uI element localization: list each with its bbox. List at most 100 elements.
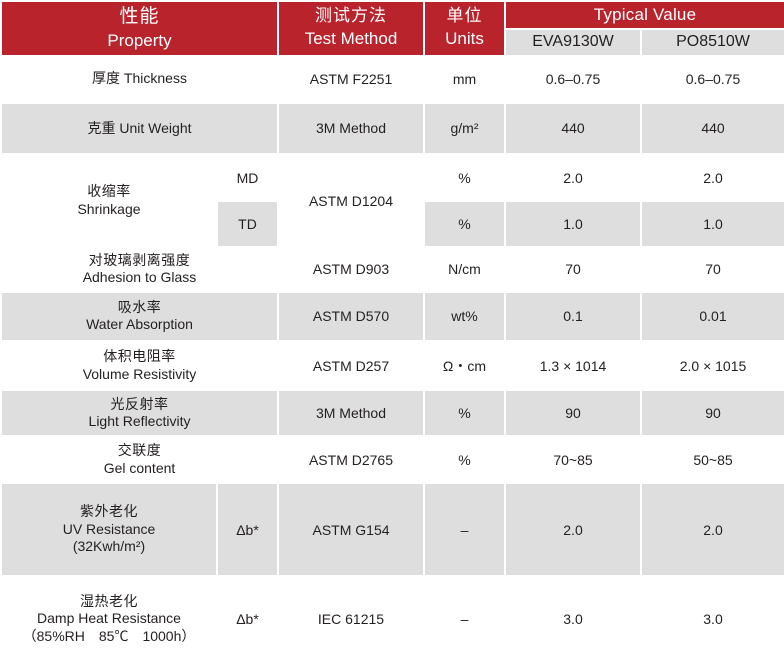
row-property-thickness: 厚度 Thickness: [0, 54, 279, 104]
row-method: ASTM D903: [277, 245, 425, 293]
row-property-uv-resistance: 紫外老化 UV Resistance (32Kwh/m²): [0, 482, 218, 578]
row-property-light-reflectivity: 光反射率 Light Reflectivity: [0, 389, 279, 438]
row-method: 3M Method: [277, 389, 425, 438]
row-unit: %: [423, 389, 506, 438]
property-cn: 体积电阻率: [103, 348, 176, 365]
row-property-unit-weight: 克重 Unit Weight: [0, 101, 279, 156]
row-property-damp-heat-resistance: 湿热老化 Damp Heat Resistance （85%RH 85℃ 100…: [0, 575, 218, 663]
row-method: ASTM F2251: [277, 54, 425, 104]
row-value-po: 2.0: [639, 482, 784, 578]
row-value-po: 90: [639, 389, 784, 438]
property-en: Damp Heat Resistance: [37, 610, 181, 627]
row-direction-td: TD: [216, 200, 279, 248]
row-method: IEC 61215: [277, 575, 425, 663]
table-row: 湿热老化 Damp Heat Resistance （85%RH 85℃ 100…: [0, 575, 784, 663]
row-value-eva: 1.0: [504, 200, 642, 248]
header-units-cn: 单位: [446, 6, 483, 26]
row-value-eva: 70: [504, 245, 642, 293]
row-value-eva: 1.3 × 1014: [504, 340, 642, 392]
row-method: 3M Method: [277, 101, 425, 156]
property-note: (32Kwh/m²): [72, 538, 146, 555]
header-column-eva9130w: EVA9130W: [504, 28, 642, 57]
row-value-po: 3.0: [639, 575, 784, 663]
row-value-eva: 3.0: [504, 575, 642, 663]
row-direction-delta-b: Δb*: [216, 575, 279, 663]
property-en: Water Absorption: [86, 316, 193, 333]
header-test-method-en: Test Method: [304, 29, 398, 49]
header-test-method-cn: 测试方法: [315, 6, 387, 26]
row-value-po: 70: [639, 245, 784, 293]
row-value-po: 2.0: [639, 153, 784, 203]
row-method: ASTM D1204: [277, 153, 425, 248]
property-en: UV Resistance: [62, 520, 156, 537]
row-value-eva: 70~85: [504, 435, 642, 485]
header-units-en: Units: [445, 29, 484, 49]
row-unit: –: [423, 482, 506, 578]
table-row: 体积电阻率 Volume Resistivity ASTM D257 Ω・cm …: [0, 340, 784, 392]
row-unit: Ω・cm: [423, 340, 506, 392]
row-value-po: 1.0: [639, 200, 784, 248]
row-method: ASTM D257: [277, 340, 425, 392]
table-row: 紫外老化 UV Resistance (32Kwh/m²) Δb* ASTM G…: [0, 482, 784, 578]
row-property-water-absorption: 吸水率 Water Absorption: [0, 290, 279, 343]
property-cn: 光反射率: [110, 395, 169, 412]
row-method: ASTM D2765: [277, 435, 425, 485]
header-property-cn: 性能: [119, 6, 160, 27]
table-row: 对玻璃剥离强度 Adhesion to Glass ASTM D903 N/cm…: [0, 245, 784, 293]
table-header: 性能 Property 测试方法 Test Method 单位 Units Ty…: [0, 0, 784, 57]
row-direction-md: MD: [216, 153, 279, 203]
row-value-eva: 0.6–0.75: [504, 54, 642, 104]
row-property-adhesion-to-glass: 对玻璃剥离强度 Adhesion to Glass: [0, 245, 279, 293]
row-direction-delta-b: Δb*: [216, 482, 279, 578]
row-value-eva: 2.0: [504, 153, 642, 203]
property-cn: 对玻璃剥离强度: [88, 251, 191, 268]
property-cn: 交联度: [117, 442, 162, 459]
table-row: 交联度 Gel content ASTM D2765 % 70~85 50~85: [0, 435, 784, 485]
property-en: Unit Weight: [119, 119, 192, 136]
property-en: Light Reflectivity: [88, 413, 191, 430]
property-en: Adhesion to Glass: [82, 269, 197, 286]
table-row: 厚度 Thickness ASTM F2251 mm 0.6–0.75 0.6–…: [0, 54, 784, 104]
header-row-main: 性能 Property 测试方法 Test Method 单位 Units Ty…: [0, 0, 784, 57]
property-cn: 收缩率: [87, 183, 131, 199]
row-value-eva: 90: [504, 389, 642, 438]
table-row: 克重 Unit Weight 3M Method g/m² 440 440: [0, 101, 784, 156]
row-value-po: 0.6–0.75: [639, 54, 784, 104]
property-cn: 紫外老化: [80, 503, 138, 520]
row-unit: mm: [423, 54, 506, 104]
property-en: Volume Resistivity: [82, 365, 197, 382]
property-cn: 吸水率: [117, 298, 162, 315]
header-test-method: 测试方法 Test Method: [277, 0, 425, 57]
row-value-po: 50~85: [639, 435, 784, 485]
header-property-en: Property: [107, 30, 172, 50]
row-value-eva: 2.0: [504, 482, 642, 578]
row-unit: %: [423, 435, 506, 485]
header-column-po8510w: PO8510W: [639, 28, 784, 57]
header-typical-value: Typical Value: [503, 0, 784, 31]
property-en: Gel content: [103, 459, 176, 476]
table-row: 收缩率 Shrinkage MD ASTM D1204 % 2.0 2.0: [0, 153, 784, 248]
row-unit: %: [423, 153, 506, 203]
table-row: 吸水率 Water Absorption ASTM D570 wt% 0.1 0…: [0, 290, 784, 343]
row-unit: %: [423, 200, 506, 248]
property-cn: 克重: [87, 119, 116, 136]
row-method: ASTM G154: [277, 482, 425, 578]
table-row: 光反射率 Light Reflectivity 3M Method % 90 9…: [0, 389, 784, 438]
row-value-po: 2.0 × 1015: [639, 340, 784, 392]
row-property-gel-content: 交联度 Gel content: [0, 435, 279, 485]
row-value-eva: 0.1: [504, 290, 642, 343]
row-unit: N/cm: [423, 245, 506, 293]
row-method: ASTM D570: [277, 290, 425, 343]
row-unit: –: [423, 575, 506, 663]
row-property-volume-resistivity: 体积电阻率 Volume Resistivity: [0, 340, 279, 392]
row-value-po: 440: [639, 101, 784, 156]
row-value-eva: 440: [504, 101, 642, 156]
row-property-shrinkage: 收缩率 Shrinkage: [0, 153, 218, 248]
row-unit: g/m²: [423, 101, 506, 156]
header-property: 性能 Property: [0, 0, 279, 57]
header-units: 单位 Units: [423, 0, 506, 57]
row-value-po: 0.01: [639, 290, 784, 343]
property-en: Shrinkage: [77, 200, 141, 217]
property-en: Thickness: [123, 70, 187, 87]
